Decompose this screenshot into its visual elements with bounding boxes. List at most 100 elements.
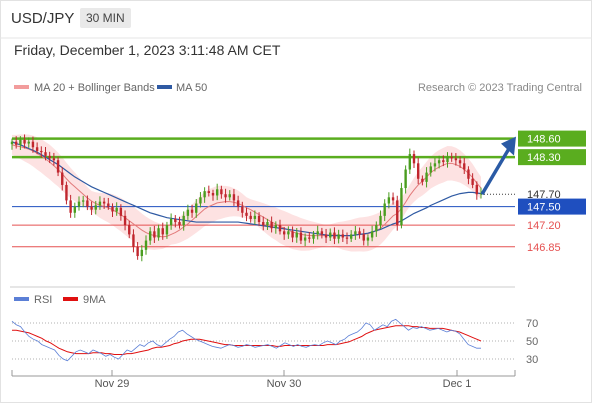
candle-body xyxy=(178,222,181,226)
candle-body xyxy=(10,141,14,145)
candle-body xyxy=(186,209,190,216)
level-label: 148.30 xyxy=(527,152,561,164)
candle-body xyxy=(140,249,144,257)
legend-ma20-label: MA 20 + Bollinger Bands xyxy=(34,82,155,94)
candle-body xyxy=(48,155,51,159)
candle-body xyxy=(329,232,332,238)
forecast-arrow-shaft xyxy=(480,147,511,196)
ma9-line xyxy=(12,325,482,355)
candle-body xyxy=(195,203,198,213)
chart-header: USD/JPY 30 MIN xyxy=(0,0,592,38)
x-axis-labels: Nov 29 Nov 30 Dec 1 xyxy=(95,370,472,390)
level-label-bg xyxy=(518,149,586,166)
candle-body xyxy=(379,215,382,226)
candle-body xyxy=(69,200,72,213)
candle-body xyxy=(23,139,26,144)
candle-body xyxy=(165,225,169,235)
candle-body xyxy=(86,200,89,207)
level-label: 146.85 xyxy=(527,242,561,254)
candle-body xyxy=(429,166,432,173)
candle-body xyxy=(383,203,386,216)
candle-body xyxy=(236,200,240,207)
candle-body xyxy=(115,207,118,212)
candle-body xyxy=(349,234,353,239)
candle-body xyxy=(144,240,148,250)
candle-body xyxy=(56,160,60,173)
candle-body xyxy=(463,163,466,170)
candle-body xyxy=(366,237,370,241)
candle-body xyxy=(416,163,420,179)
candle-body xyxy=(467,169,470,179)
datetime-label: Friday, December 1, 2023 3:11:48 AM CET xyxy=(14,42,281,58)
candle-body xyxy=(249,215,252,219)
candle-body xyxy=(65,184,68,201)
x-tick-label: Nov 30 xyxy=(267,378,302,390)
rsi-tick-label: 50 xyxy=(526,336,538,348)
candle-body xyxy=(90,206,93,210)
candle-body xyxy=(27,141,30,144)
candle-body xyxy=(362,234,365,241)
candle-body xyxy=(182,215,185,226)
candle-body xyxy=(454,158,458,161)
timeframe-badge[interactable]: 30 MIN xyxy=(80,8,131,28)
candle-body xyxy=(278,225,282,232)
candle-body xyxy=(320,231,324,235)
candle-body xyxy=(232,194,236,201)
candle-body xyxy=(52,158,56,161)
rsi-tick-label: 30 xyxy=(526,354,538,366)
candle-body xyxy=(354,231,357,235)
candle-body xyxy=(421,178,424,182)
candle-body xyxy=(132,234,135,247)
candle-body xyxy=(433,163,437,167)
copyright-label: Research © 2023 Trading Central xyxy=(418,82,582,94)
candle-body xyxy=(370,231,374,238)
candle-body xyxy=(253,215,257,219)
candle-body xyxy=(199,197,202,204)
candle-body xyxy=(299,232,303,241)
candle-body xyxy=(14,141,18,145)
candle-body xyxy=(262,222,265,226)
candle-body xyxy=(215,189,219,196)
candle-body xyxy=(19,139,22,145)
candle-body xyxy=(190,209,194,213)
legend-rsi-swatch xyxy=(14,297,29,301)
candle-body xyxy=(408,154,412,170)
candle-body xyxy=(169,218,173,226)
candle-body xyxy=(174,218,177,223)
candle-body xyxy=(220,189,223,195)
candle-body xyxy=(324,234,328,238)
legend-ma50-label: MA 50 xyxy=(176,82,207,94)
candle-body xyxy=(295,232,298,238)
candle-body xyxy=(228,194,231,198)
candle-body xyxy=(73,206,77,213)
candle-body xyxy=(400,188,403,226)
candle-body xyxy=(207,191,211,193)
candle-body xyxy=(153,231,156,238)
candle-body xyxy=(157,228,160,238)
candle-body xyxy=(458,160,462,164)
candle-body xyxy=(396,200,399,226)
level-label: 147.20 xyxy=(527,220,561,232)
legend-ma20-swatch xyxy=(14,85,29,89)
legend-ma9-swatch xyxy=(63,297,78,301)
candle-body xyxy=(40,150,43,153)
x-tick-label: Dec 1 xyxy=(443,378,472,390)
candle-body xyxy=(404,169,407,189)
candle-body xyxy=(341,234,345,238)
candle-body xyxy=(345,237,349,239)
candle-body xyxy=(337,234,340,239)
candle-body xyxy=(387,197,391,204)
candle-body xyxy=(81,200,85,202)
legend-ma50-swatch xyxy=(157,85,172,89)
candle-body xyxy=(123,215,127,226)
candle-body xyxy=(98,201,102,206)
level-label-bg xyxy=(518,130,586,147)
candle-body xyxy=(312,234,315,239)
candle-body xyxy=(391,197,395,201)
level-label-bg xyxy=(518,186,586,203)
ma50-line xyxy=(11,141,482,237)
candle-body xyxy=(241,206,244,213)
legend-rsi-label: RSI xyxy=(34,294,52,306)
forecast-arrow-head xyxy=(501,136,516,156)
